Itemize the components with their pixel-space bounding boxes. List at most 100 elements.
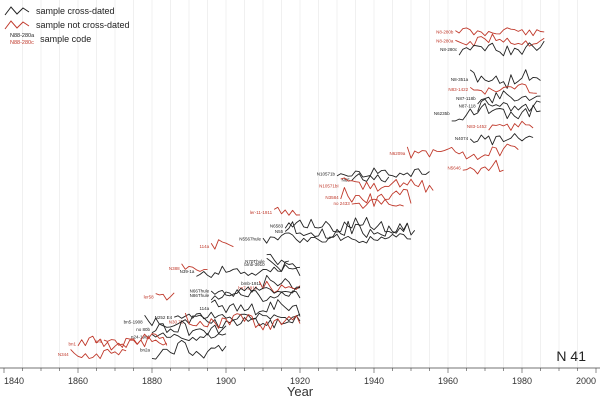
series-line — [144, 314, 301, 329]
series-label: N8-351a — [451, 77, 469, 82]
series-line — [262, 232, 412, 244]
series-line — [155, 292, 175, 301]
series-line — [284, 216, 408, 234]
series-line — [70, 348, 127, 360]
series-label: ler58 — [144, 294, 155, 299]
grid — [22, 0, 578, 368]
series-label: no 80b — [136, 327, 150, 332]
x-tick-label: 1840 — [4, 376, 24, 386]
series-label: N6235b — [434, 111, 450, 116]
panel-label: N 41 — [556, 348, 586, 364]
legend-swatch-crossdated — [4, 6, 30, 16]
x-axis: 1840 1860 1880 1900 1920 1940 1960 1980 2000 — [0, 367, 600, 386]
series-label: N70Thule — [245, 259, 265, 264]
series-line — [455, 27, 545, 37]
legend-code-examples: N88-280a N88-280c — [10, 33, 34, 47]
series-line — [174, 311, 301, 322]
legend-label: sample not cross-dated — [36, 20, 130, 30]
series-label: bn1 — [68, 342, 76, 347]
series-line — [406, 143, 519, 160]
series-line — [451, 103, 541, 122]
series-label: N87-118b — [456, 96, 476, 101]
series-line — [210, 286, 301, 297]
series-line — [266, 253, 301, 269]
series-label: N39-1a — [180, 269, 195, 274]
series-label: bn7-1919 — [238, 285, 258, 290]
series-label: N10571bI — [319, 183, 339, 188]
series-label: N3584 — [325, 195, 339, 200]
series-label: ler-11-1911 — [250, 210, 273, 215]
series-label: N8-280c — [440, 47, 458, 52]
series-label: N5567hule — [239, 237, 261, 242]
series-label: N6583 — [270, 223, 284, 228]
series-line — [151, 320, 227, 336]
legend: sample cross-dated sample not cross-date… — [4, 4, 174, 46]
series-line — [273, 206, 301, 216]
x-tick-label: 1920 — [290, 376, 310, 386]
series-label: n24-1909 — [131, 334, 151, 339]
series-line — [458, 40, 545, 57]
series-line — [462, 159, 504, 175]
series-label: N10571b — [317, 172, 336, 177]
legend-item-sample-code: N88-280a N88-280c sample code — [4, 32, 174, 46]
legend-code-example: N88-280a — [10, 33, 35, 39]
x-tick-label: 1980 — [512, 376, 532, 386]
series-label: N252 E4 — [155, 315, 173, 320]
series-line — [258, 280, 301, 294]
series-label: no 2433 — [334, 201, 351, 206]
series-line — [340, 177, 434, 193]
series-line — [210, 299, 301, 317]
series-label: N83-1422 — [448, 87, 468, 92]
series-label: N8-280b — [436, 29, 454, 34]
x-tick-label: 2000 — [576, 376, 596, 386]
series-line — [469, 83, 537, 95]
legend-swatch-not-crossdated — [4, 20, 30, 30]
series-label: 114a — [200, 306, 210, 311]
series-label: bmb-3910 — [244, 262, 265, 267]
series-line — [336, 167, 430, 178]
series-line — [210, 239, 234, 250]
x-axis-title: Year — [286, 384, 314, 399]
legend-label: sample code — [40, 34, 92, 44]
series-line — [184, 312, 301, 331]
series-label: N5646 — [448, 166, 462, 171]
series-line — [477, 98, 541, 112]
x-tick-label: 1880 — [142, 376, 162, 386]
series-label: N65 — [342, 177, 351, 182]
series-label: N8-280a — [436, 38, 454, 43]
series-line — [103, 333, 168, 348]
series-line — [488, 120, 534, 131]
series-line — [266, 257, 290, 272]
series-line — [477, 90, 541, 105]
series-label: N55 — [275, 229, 284, 234]
series-line — [351, 198, 404, 209]
legend-item-not-crossdated: sample not cross-dated — [4, 18, 174, 32]
series-line — [340, 187, 412, 207]
series-line — [77, 335, 168, 351]
series-label: 114a — [200, 244, 210, 249]
series-line — [469, 133, 534, 146]
series-label: N30 72 — [169, 320, 184, 325]
x-tick-label: 1900 — [216, 376, 236, 386]
series-line — [196, 264, 301, 278]
series-line — [455, 33, 545, 47]
series-label: bn5-1908 — [124, 320, 144, 325]
series-label: N87-118 — [459, 103, 476, 108]
series-group: N8-280b N8-280a N8-280c N8-351a N83-1422 N87-… — [58, 27, 545, 360]
x-tick-label: 1860 — [68, 376, 88, 386]
series-label: bmb-1911 — [241, 281, 261, 286]
series-label: N388 — [169, 266, 180, 271]
series-label: N6209a — [390, 151, 406, 156]
series-line — [151, 332, 227, 342]
series-label: N86Thule — [190, 293, 210, 298]
series-label: N83-1452 — [467, 124, 487, 129]
series-label: N4074 — [455, 136, 469, 141]
series-line — [181, 263, 208, 272]
series-line — [351, 173, 390, 183]
series-label: N66Thule — [190, 288, 210, 293]
legend-item-crossdated: sample cross-dated — [4, 4, 174, 18]
series-line — [210, 289, 301, 302]
legend-label: sample cross-dated — [36, 6, 115, 16]
x-tick-label: 1940 — [364, 376, 384, 386]
